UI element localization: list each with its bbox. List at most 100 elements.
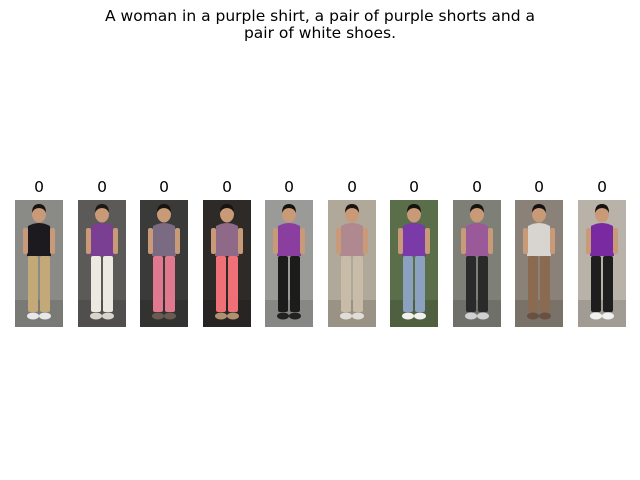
right-leg xyxy=(228,256,238,312)
right-leg xyxy=(165,256,175,312)
right-arm xyxy=(300,228,305,254)
left-arm xyxy=(461,228,466,254)
person-photo xyxy=(453,200,501,327)
right-arm xyxy=(363,228,368,254)
photo-ground xyxy=(15,300,63,327)
left-leg xyxy=(278,256,288,312)
photo-ground xyxy=(140,300,188,327)
head xyxy=(95,205,109,223)
shirt xyxy=(340,223,364,256)
person-photo xyxy=(578,200,626,327)
right-leg xyxy=(103,256,113,312)
head xyxy=(157,205,171,223)
right-leg xyxy=(540,256,550,312)
left-arm xyxy=(211,228,216,254)
result-score: 0 xyxy=(472,178,482,196)
right-arm xyxy=(175,228,180,254)
left-shoe xyxy=(152,312,164,320)
photo-ground xyxy=(203,300,251,327)
left-leg xyxy=(153,256,163,312)
right-leg xyxy=(478,256,488,312)
right-leg xyxy=(353,256,363,312)
shirt xyxy=(527,223,551,256)
head xyxy=(595,205,609,223)
photo-ground xyxy=(390,300,438,327)
result-item: 0 xyxy=(578,176,626,327)
result-item: 0 xyxy=(328,176,376,327)
left-arm xyxy=(586,228,591,254)
hair xyxy=(95,204,109,213)
left-shoe xyxy=(277,312,289,320)
photo-ground xyxy=(578,300,626,327)
left-leg xyxy=(403,256,413,312)
right-shoe xyxy=(539,312,551,320)
right-arm xyxy=(425,228,430,254)
result-item: 0 xyxy=(390,176,438,327)
result-score: 0 xyxy=(597,178,607,196)
result-item: 0 xyxy=(453,176,501,327)
hair xyxy=(220,204,234,213)
head xyxy=(407,205,421,223)
right-shoe xyxy=(414,312,426,320)
result-item: 0 xyxy=(78,176,126,327)
result-item: 0 xyxy=(15,176,63,327)
shirt xyxy=(465,223,489,256)
left-arm xyxy=(23,228,28,254)
right-shoe xyxy=(352,312,364,320)
photo-ground xyxy=(265,300,313,327)
result-score: 0 xyxy=(534,178,544,196)
left-shoe xyxy=(465,312,477,320)
query-caption: A woman in a purple shirt, a pair of pur… xyxy=(0,8,640,42)
left-arm xyxy=(336,228,341,254)
result-score: 0 xyxy=(347,178,357,196)
right-arm xyxy=(550,228,555,254)
left-leg xyxy=(466,256,476,312)
shirt xyxy=(152,223,176,256)
person-photo xyxy=(515,200,563,327)
right-leg xyxy=(415,256,425,312)
shirt xyxy=(277,223,301,256)
result-score: 0 xyxy=(97,178,107,196)
left-leg xyxy=(28,256,38,312)
person-photo xyxy=(140,200,188,327)
right-shoe xyxy=(477,312,489,320)
photo-ground xyxy=(515,300,563,327)
right-leg xyxy=(40,256,50,312)
left-arm xyxy=(86,228,91,254)
left-shoe xyxy=(27,312,39,320)
person-photo xyxy=(203,200,251,327)
head xyxy=(532,205,546,223)
left-shoe xyxy=(402,312,414,320)
photo-ground xyxy=(453,300,501,327)
hair xyxy=(470,204,484,213)
right-shoe xyxy=(102,312,114,320)
shirt xyxy=(590,223,614,256)
left-leg xyxy=(591,256,601,312)
right-arm xyxy=(50,228,55,254)
shirt xyxy=(90,223,114,256)
left-arm xyxy=(273,228,278,254)
left-shoe xyxy=(340,312,352,320)
result-score: 0 xyxy=(284,178,294,196)
right-shoe xyxy=(227,312,239,320)
person-photo xyxy=(390,200,438,327)
head xyxy=(345,205,359,223)
head xyxy=(282,205,296,223)
right-shoe xyxy=(164,312,176,320)
left-leg xyxy=(341,256,351,312)
shirt xyxy=(215,223,239,256)
result-score: 0 xyxy=(34,178,44,196)
right-leg xyxy=(603,256,613,312)
hair xyxy=(157,204,171,213)
left-arm xyxy=(148,228,153,254)
result-score: 0 xyxy=(409,178,419,196)
left-shoe xyxy=(527,312,539,320)
right-arm xyxy=(238,228,243,254)
result-item: 0 xyxy=(515,176,563,327)
right-shoe xyxy=(602,312,614,320)
left-shoe xyxy=(590,312,602,320)
right-leg xyxy=(290,256,300,312)
left-leg xyxy=(528,256,538,312)
left-shoe xyxy=(90,312,102,320)
